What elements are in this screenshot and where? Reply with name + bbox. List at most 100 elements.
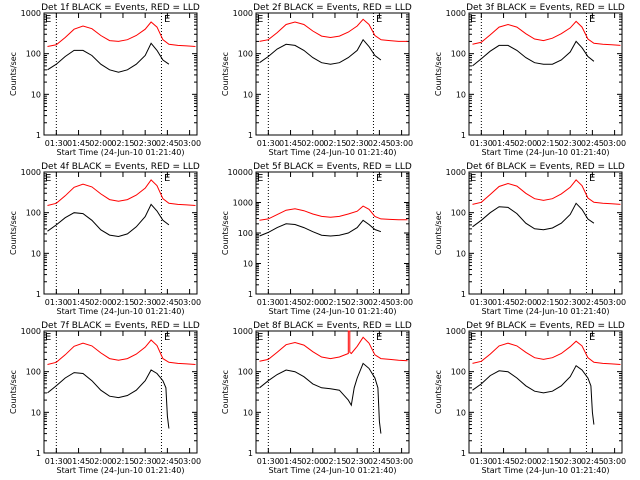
y-tick-label: 100	[238, 229, 253, 238]
x-tick-label: 02:30	[134, 457, 157, 466]
x-tick-label: 03:00	[178, 298, 201, 307]
x-axis-label: Start Time (24-Jun-10 01:21:40)	[57, 148, 185, 157]
series-lld-line	[259, 205, 408, 221]
panel-title: Det 7f BLACK = Events, RED = LLD	[41, 321, 200, 331]
x-tick-label: 01:45	[492, 457, 515, 466]
x-tick-label: 01:45	[279, 457, 302, 466]
x-tick-label: 02:30	[559, 457, 582, 466]
y-tick-label: 10	[243, 90, 253, 99]
marker-e: E	[376, 173, 382, 184]
panel-9: Det 9f BLACK = Events, RED = LLD 1 10 100 10…	[434, 321, 626, 475]
series-lld-line	[47, 179, 196, 206]
y-tick-label: 100	[238, 50, 253, 59]
x-tick-label: 01:45	[67, 298, 90, 307]
marker-e: E	[589, 14, 595, 25]
x-tick-label: 02:45	[581, 139, 604, 148]
x-axis-label: Start Time (24-Jun-10 01:21:40)	[269, 466, 397, 475]
panel-1: Det 1f BLACK = Events, RED = LLD 1 10 100 10…	[9, 3, 201, 157]
series-events-line	[47, 203, 170, 238]
y-tick-label: 10	[243, 408, 253, 417]
y-tick-label: 100	[238, 368, 253, 377]
y-tick-label: 1	[36, 449, 41, 458]
series-lld-line	[472, 179, 621, 205]
panel-2: Det 2f BLACK = Events, RED = LLD 1 10 100 10…	[221, 3, 413, 157]
x-tick-label: 02:00	[301, 298, 324, 307]
panel-title: Det 9f BLACK = Events, RED = LLD	[466, 321, 625, 331]
x-tick-label: 02:15	[111, 298, 134, 307]
y-axis-label: Counts/sec	[9, 370, 18, 414]
x-tick-label: 03:00	[178, 457, 201, 466]
y-tick-label: 10	[456, 249, 466, 258]
x-tick-label: 03:00	[390, 298, 413, 307]
x-tick-label: 02:45	[581, 457, 604, 466]
x-axis-label: Start Time (24-Jun-10 01:21:40)	[57, 307, 185, 316]
x-tick-label: 02:15	[536, 298, 559, 307]
y-tick-label: 1000	[446, 327, 466, 336]
x-tick-label: 02:15	[323, 298, 346, 307]
series-lld-line	[259, 330, 408, 362]
x-tick-label: 02:00	[514, 298, 537, 307]
x-tick-label: 01:30	[45, 457, 68, 466]
marker-e: E	[164, 173, 170, 184]
y-tick-label: 1000	[21, 327, 41, 336]
x-tick-label: 03:00	[390, 139, 413, 148]
x-tick-label: 01:30	[257, 298, 280, 307]
panel-title: Det 1f BLACK = Events, RED = LLD	[41, 3, 200, 13]
plot-frame	[468, 330, 623, 454]
marker-e: E	[164, 332, 170, 343]
y-axis-label: Counts/sec	[221, 211, 230, 255]
marker-e: E	[470, 14, 476, 25]
y-tick-label: 10	[243, 260, 253, 269]
marker-e: E	[376, 332, 382, 343]
y-tick-label: 1000	[446, 9, 466, 18]
x-tick-label: 01:30	[470, 457, 493, 466]
panel-title: Det 4f BLACK = Events, RED = LLD	[41, 162, 200, 172]
panel-3: Det 3f BLACK = Events, RED = LLD 1 10 100 10…	[434, 3, 626, 157]
x-tick-label: 02:15	[323, 139, 346, 148]
marker-e: E	[470, 173, 476, 184]
x-tick-label: 01:45	[279, 139, 302, 148]
x-tick-label: 02:00	[301, 457, 324, 466]
y-tick-label: 10000	[228, 168, 253, 177]
marker-e: E	[589, 173, 595, 184]
series-lld-line	[259, 18, 408, 42]
x-tick-label: 02:30	[559, 298, 582, 307]
y-tick-label: 1000	[21, 168, 41, 177]
x-tick-label: 02:45	[368, 457, 391, 466]
x-tick-label: 02:15	[536, 457, 559, 466]
x-tick-label: 02:30	[346, 298, 369, 307]
panel-4: Det 4f BLACK = Events, RED = LLD 1 10 100 10…	[9, 162, 201, 316]
x-tick-label: 02:30	[559, 139, 582, 148]
x-tick-label: 02:30	[346, 457, 369, 466]
x-tick-label: 02:00	[514, 139, 537, 148]
y-tick-label: 1	[461, 290, 466, 299]
y-tick-label: 10	[31, 249, 41, 258]
x-tick-label: 03:00	[603, 139, 626, 148]
y-tick-label: 100	[26, 368, 41, 377]
y-axis-label: Counts/sec	[434, 211, 443, 255]
y-tick-label: 10	[31, 408, 41, 417]
y-tick-label: 1	[461, 131, 466, 140]
plot-frame	[43, 330, 198, 454]
marker-e: E	[257, 173, 263, 184]
panel-7: Det 7f BLACK = Events, RED = LLD 1 10 100 10…	[9, 321, 201, 475]
series-events-line	[472, 202, 595, 231]
marker-e: E	[45, 14, 51, 25]
x-axis-label: Start Time (24-Jun-10 01:21:40)	[269, 307, 397, 316]
x-tick-label: 01:45	[279, 298, 302, 307]
x-tick-label: 02:15	[323, 457, 346, 466]
marker-e: E	[470, 332, 476, 343]
series-events-line	[259, 219, 382, 237]
x-tick-label: 01:30	[45, 298, 68, 307]
plot-frame	[468, 171, 623, 295]
x-tick-label: 01:45	[67, 457, 90, 466]
x-tick-label: 02:00	[89, 139, 112, 148]
y-axis-label: Counts/sec	[434, 52, 443, 96]
series-events-line	[472, 40, 595, 67]
x-tick-label: 03:00	[390, 457, 413, 466]
plot-frame	[43, 12, 198, 136]
marker-e: E	[589, 332, 595, 343]
series-events-line	[47, 369, 170, 429]
marker-e: E	[45, 332, 51, 343]
